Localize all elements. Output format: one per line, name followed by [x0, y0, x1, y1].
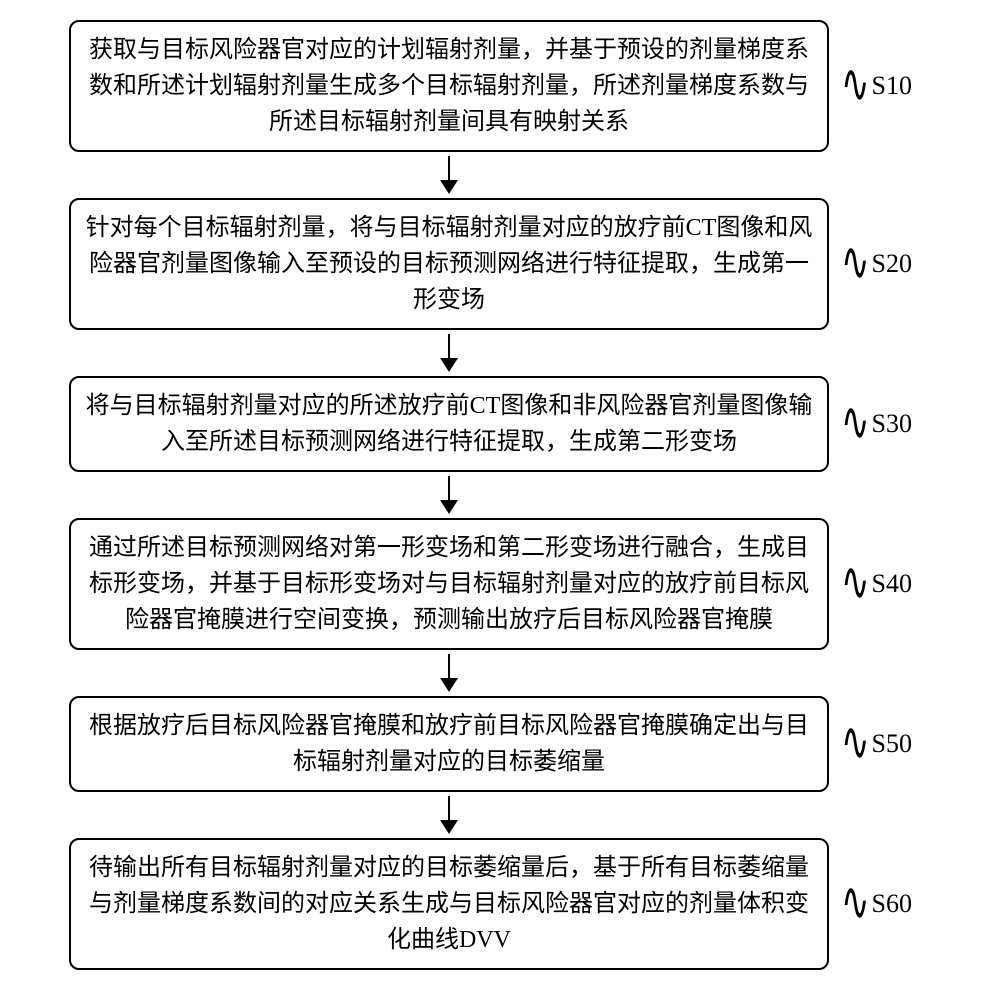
- step-label: S30: [872, 409, 912, 439]
- step-box-s60: 待输出所有目标辐射剂量对应的目标萎缩量后，基于所有目标萎缩量与剂量梯度系数间的对…: [69, 838, 829, 970]
- tilde-icon: ∿: [841, 59, 870, 113]
- step-box-s20: 针对每个目标辐射剂量，将与目标辐射剂量对应的放疗前CT图像和风险器官剂量图像输入…: [69, 198, 829, 330]
- step-row: 根据放疗后目标风险器官掩膜和放疗前目标风险器官掩膜确定出与目标辐射剂量对应的目标…: [30, 696, 970, 792]
- step-label-wrap: ∿ S40: [841, 567, 931, 601]
- step-row: 待输出所有目标辐射剂量对应的目标萎缩量后，基于所有目标萎缩量与剂量梯度系数间的对…: [30, 838, 970, 970]
- step-label: S10: [872, 71, 912, 101]
- arrow-icon: [440, 476, 458, 514]
- step-row: 通过所述目标预测网络对第一形变场和第二形变场进行融合，生成目标形变场，并基于目标…: [30, 518, 970, 650]
- step-label-wrap: ∿ S30: [841, 407, 931, 441]
- tilde-icon: ∿: [841, 237, 870, 291]
- step-row: 针对每个目标辐射剂量，将与目标辐射剂量对应的放疗前CT图像和风险器官剂量图像输入…: [30, 198, 970, 330]
- step-label-wrap: ∿ S20: [841, 247, 931, 281]
- arrow-icon: [440, 654, 458, 692]
- step-label: S60: [872, 889, 912, 919]
- step-label: S20: [872, 249, 912, 279]
- step-label-wrap: ∿ S60: [841, 887, 931, 921]
- tilde-icon: ∿: [841, 877, 870, 931]
- step-label-wrap: ∿ S10: [841, 69, 931, 103]
- step-box-s40: 通过所述目标预测网络对第一形变场和第二形变场进行融合，生成目标形变场，并基于目标…: [69, 518, 829, 650]
- step-label: S40: [872, 569, 912, 599]
- step-row: 将与目标辐射剂量对应的所述放疗前CT图像和非风险器官剂量图像输入至所述目标预测网…: [30, 376, 970, 472]
- tilde-icon: ∿: [841, 557, 870, 611]
- flowchart-container: 获取与目标风险器官对应的计划辐射剂量，并基于预设的剂量梯度系数和所述计划辐射剂量…: [30, 20, 970, 970]
- step-box-s30: 将与目标辐射剂量对应的所述放疗前CT图像和非风险器官剂量图像输入至所述目标预测网…: [69, 376, 829, 472]
- arrow-icon: [440, 796, 458, 834]
- step-label-wrap: ∿ S50: [841, 727, 931, 761]
- step-label: S50: [872, 729, 912, 759]
- tilde-icon: ∿: [841, 717, 870, 771]
- arrow-icon: [440, 156, 458, 194]
- arrow-icon: [440, 334, 458, 372]
- step-box-s10: 获取与目标风险器官对应的计划辐射剂量，并基于预设的剂量梯度系数和所述计划辐射剂量…: [69, 20, 829, 152]
- step-row: 获取与目标风险器官对应的计划辐射剂量，并基于预设的剂量梯度系数和所述计划辐射剂量…: [30, 20, 970, 152]
- tilde-icon: ∿: [841, 397, 870, 451]
- step-box-s50: 根据放疗后目标风险器官掩膜和放疗前目标风险器官掩膜确定出与目标辐射剂量对应的目标…: [69, 696, 829, 792]
